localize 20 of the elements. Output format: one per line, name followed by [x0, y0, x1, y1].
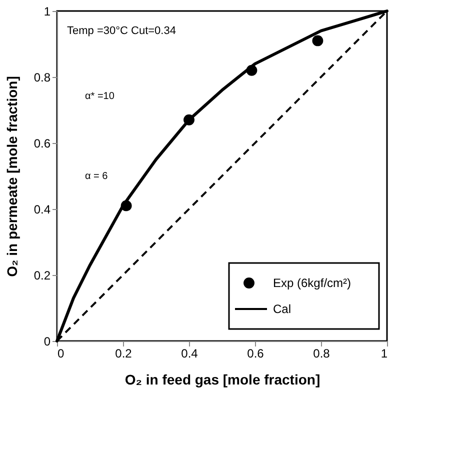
legend-label: Exp (6kgf/cm²) [273, 276, 352, 290]
annotation: α = 6 [85, 171, 108, 182]
point [312, 35, 324, 46]
annotation: α* =10 [85, 91, 115, 102]
y-tick-label: 1 [44, 4, 51, 18]
y-tick-label: 0.8 [34, 70, 51, 84]
x-tick-label: 0.2 [115, 346, 132, 360]
x-tick-label: 0.4 [181, 346, 198, 360]
y-tick-label: 0.2 [34, 268, 51, 282]
x-tick-label: 1 [380, 346, 388, 360]
x-tick-label: 0.6 [247, 346, 264, 360]
x-tick-label: 0.8 [313, 346, 330, 360]
y-tick-label: 0 [44, 334, 51, 348]
y-tick-label: 0.4 [34, 202, 51, 216]
annotation: Temp =30°C Cut=0.34 [67, 25, 176, 37]
legend-label: Cal [273, 302, 292, 316]
x-tick-label: 0 [58, 346, 64, 360]
x-axis-title: O₂ in feed gas [mole fraction] [124, 372, 320, 388]
y-axis-title: O₂ in permeate [mole fraction] [4, 76, 20, 277]
y-tick-label: 0.6 [34, 136, 51, 150]
